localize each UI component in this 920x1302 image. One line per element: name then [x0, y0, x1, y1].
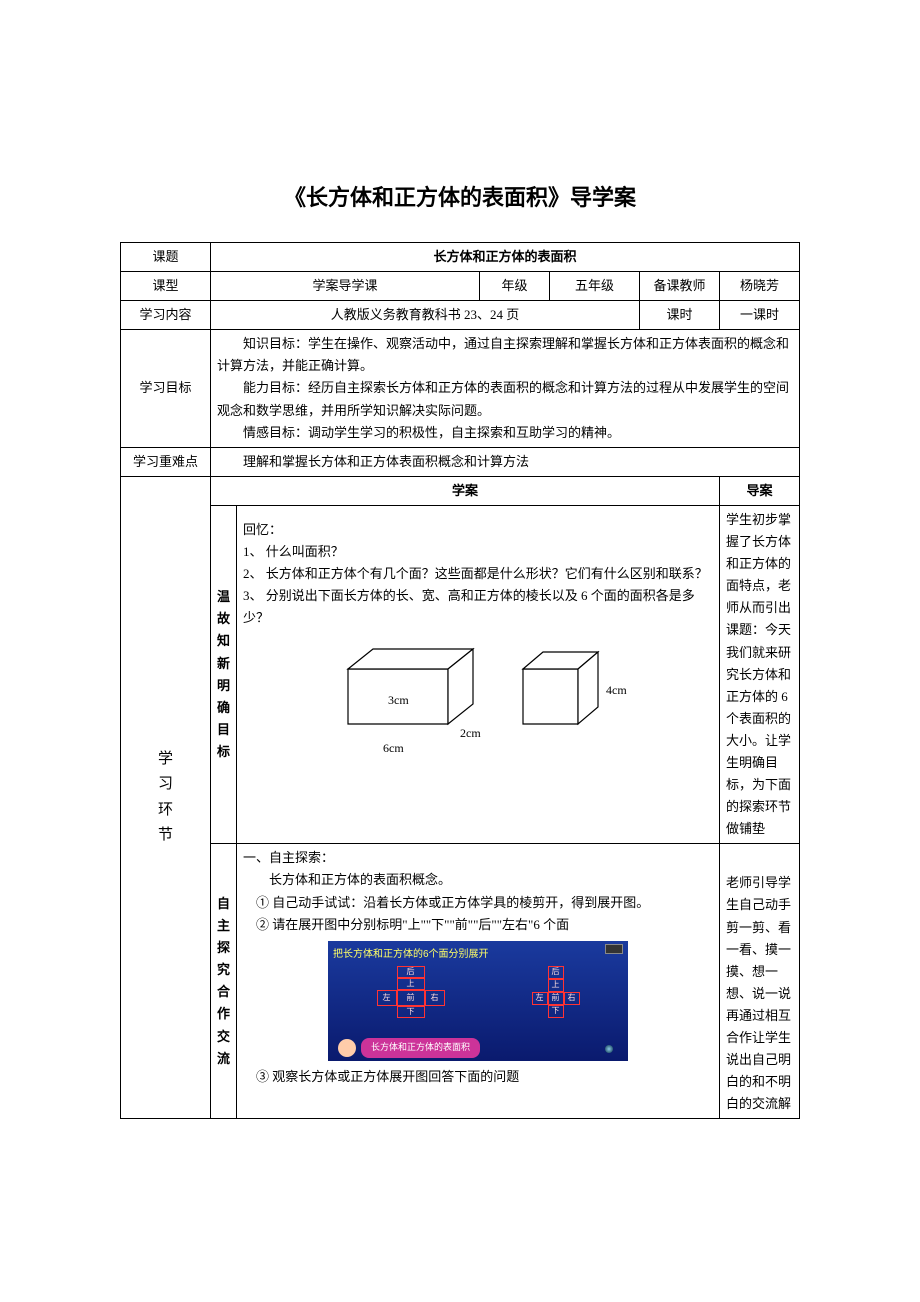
- row-keypoints: 学习重难点 理解和掌握长方体和正方体表面积概念和计算方法: [121, 447, 800, 476]
- value-keypoints: 理解和掌握长方体和正方体表面积概念和计算方法: [211, 447, 800, 476]
- row-content: 学习内容 人教版义务教育教科书 23、24 页 课时 一课时: [121, 301, 800, 330]
- value-goals: 知识目标：学生在操作、观察活动中，通过自主探索理解和掌握长方体和正方体表面积的概…: [211, 330, 800, 447]
- content-explore: 一、自主探索： 长方体和正方体的表面积概念。 ① 自己动手试试：沿着长方体或正方…: [237, 844, 720, 1119]
- label-study-phase: 学 习 环 节: [121, 476, 211, 1119]
- explore-li1: ① 自己动手试试：沿着长方体或正方体学具的棱剪开，得到展开图。: [243, 892, 713, 914]
- cuboid-net: 后 上 左前右 下: [377, 966, 445, 1018]
- unfold-banner: 长方体和正方体的表面积: [361, 1038, 480, 1057]
- unfold-diagram: 把长方体和正方体的6个面分别展开 后 上 左前右 下 后 上 左前右 下: [328, 941, 628, 1061]
- cuboid-h: 3cm: [388, 693, 409, 707]
- row-header: 学 习 环 节 学案 导案: [121, 476, 800, 505]
- row-section1: 温故知新明确目标 回忆： 1、 什么叫面积？ 2、 长方体和正方体个有几个面？这…: [121, 505, 800, 843]
- close-icon: [605, 944, 623, 954]
- vlabel-review: 温故知新明确目标: [211, 505, 237, 843]
- q1: 1、 什么叫面积？: [243, 541, 713, 563]
- cuboid-w: 6cm: [383, 741, 404, 755]
- cube-net: 后 上 左前右 下: [532, 966, 580, 1018]
- content-review: 回忆： 1、 什么叫面积？ 2、 长方体和正方体个有几个面？这些面都是什么形状？…: [237, 505, 720, 843]
- cuboid-d: 2cm: [460, 726, 481, 740]
- header-daoan: 导案: [720, 476, 800, 505]
- row-type: 课型 学案导学课 年级 五年级 备课教师 杨晓芳: [121, 272, 800, 301]
- cuboid-diagram: 3cm 2cm 6cm 4cm: [318, 634, 638, 764]
- value-period: 一课时: [720, 301, 800, 330]
- label-grade: 年级: [480, 272, 550, 301]
- vlabel-explore: 自主探究合作交流: [211, 844, 237, 1119]
- explore-h1: 一、自主探索：: [243, 847, 713, 869]
- q3: 3、 分别说出下面长方体的长、宽、高和正方体的棱长以及 6 个面的面积各是多少？: [243, 585, 713, 629]
- q2: 2、 长方体和正方体个有几个面？这些面都是什么形状？它们有什么区别和联系？: [243, 563, 713, 585]
- explore-li3: ③ 观察长方体或正方体展开图回答下面的问题: [243, 1066, 713, 1088]
- cube-edge: 4cm: [606, 683, 627, 697]
- header-xuean: 学案: [211, 476, 720, 505]
- row-goals: 学习目标 知识目标：学生在操作、观察活动中，通过自主探索理解和掌握长方体和正方体…: [121, 330, 800, 447]
- guide-review: 学生初步掌握了长方体和正方体的面特点，老师从而引出课题：今天我们就来研究长方体和…: [720, 505, 800, 843]
- label-goals: 学习目标: [121, 330, 211, 447]
- lesson-plan-table: 课题 长方体和正方体的表面积 课型 学案导学课 年级 五年级 备课教师 杨晓芳 …: [120, 242, 800, 1119]
- explore-li2: ② 请在展开图中分别标明"上""下""前""后""左右"6 个面: [243, 914, 713, 936]
- label-keypoints: 学习重难点: [121, 447, 211, 476]
- dot-icon: [605, 1045, 613, 1053]
- goal-emotion: 情感目标：调动学生学习的积极性，自主探索和互助学习的精神。: [217, 422, 793, 444]
- value-content: 人教版义务教育教科书 23、24 页: [211, 301, 640, 330]
- goal-ability: 能力目标：经历自主探索长方体和正方体的表面积的概念和计算方法的过程从中发展学生的…: [217, 377, 793, 421]
- value-topic: 长方体和正方体的表面积: [211, 243, 800, 272]
- guide-explore: 老师引导学生自己动手剪一剪、看一看、摸一摸、想一想、说一说再通过相互合作让学生说…: [720, 844, 800, 1119]
- label-content: 学习内容: [121, 301, 211, 330]
- value-type: 学案导学课: [211, 272, 480, 301]
- row-topic: 课题 长方体和正方体的表面积: [121, 243, 800, 272]
- row-section2: 自主探究合作交流 一、自主探索： 长方体和正方体的表面积概念。 ① 自己动手试试…: [121, 844, 800, 1119]
- avatar-icon: [338, 1039, 356, 1057]
- label-teacher: 备课教师: [640, 272, 720, 301]
- label-period: 课时: [640, 301, 720, 330]
- label-topic: 课题: [121, 243, 211, 272]
- unfold-title: 把长方体和正方体的6个面分别展开: [333, 946, 623, 963]
- page-title: 《长方体和正方体的表面积》导学案: [120, 180, 800, 212]
- recall-label: 回忆：: [243, 519, 713, 541]
- goal-knowledge: 知识目标：学生在操作、观察活动中，通过自主探索理解和掌握长方体和正方体表面积的概…: [217, 333, 793, 377]
- value-teacher: 杨晓芳: [720, 272, 800, 301]
- label-type: 课型: [121, 272, 211, 301]
- value-grade: 五年级: [550, 272, 640, 301]
- explore-h2: 长方体和正方体的表面积概念。: [243, 869, 713, 891]
